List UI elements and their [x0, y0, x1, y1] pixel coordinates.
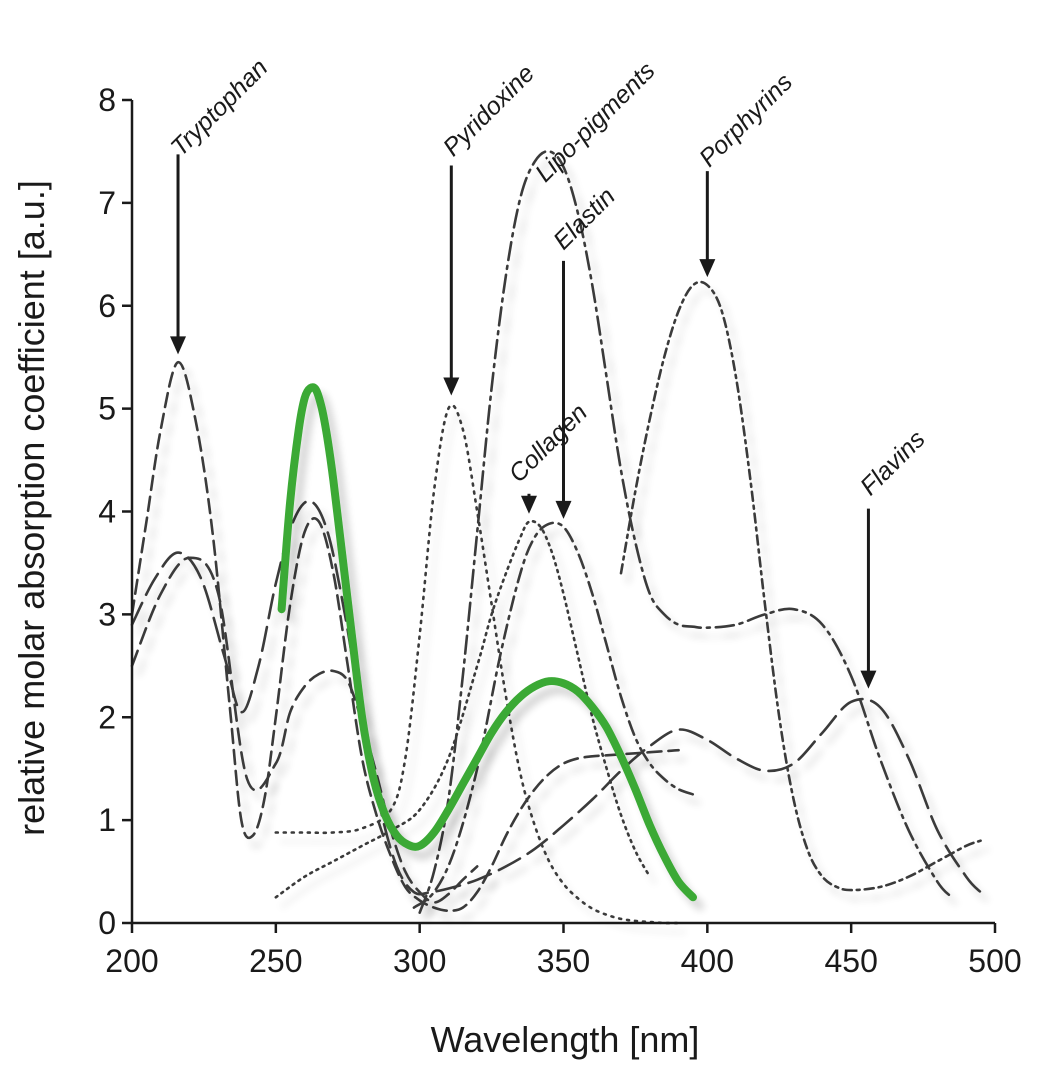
annotation-label-pyridoxine: Pyridoxine — [438, 59, 540, 161]
x-tick-label: 500 — [968, 943, 1021, 979]
y-tick-label: 4 — [98, 494, 116, 530]
series-line-dotted2 — [274, 519, 652, 899]
series-line-dashdot — [418, 149, 954, 914]
series-line-dash2 — [130, 556, 479, 904]
y-tick-label: 1 — [98, 802, 116, 838]
series-line-dashdot2 — [412, 521, 695, 909]
x-tick-label: 250 — [249, 943, 302, 979]
annotation-arrowhead-pyridoxine — [443, 377, 460, 396]
x-tick-label: 200 — [105, 943, 158, 979]
y-axis-title: relative molar absorption coefficient [a… — [11, 180, 52, 836]
annotation-arrowhead-elastin — [555, 500, 572, 519]
x-tick-label: 350 — [537, 943, 590, 979]
series-line-shortdashdot — [619, 280, 982, 892]
annotation-arrowhead-collagen — [520, 495, 537, 514]
annotation-arrowhead-porphyrins — [699, 259, 716, 278]
y-tick-label: 5 — [98, 391, 116, 427]
y-tick-label: 0 — [98, 905, 116, 941]
y-tick-label: 7 — [98, 185, 116, 221]
annotation-label-tryptophan: Tryptophan — [165, 54, 273, 162]
annotation-label-porphyrins: Porphyrins — [694, 68, 798, 172]
x-tick-label: 300 — [393, 943, 446, 979]
annotation-arrowhead-tryptophan — [170, 336, 187, 355]
y-tick-label: 8 — [98, 82, 116, 118]
y-tick-label: 6 — [98, 288, 116, 324]
series-line-longdash — [130, 499, 982, 896]
x-axis-title: Wavelength [nm] — [431, 1019, 700, 1060]
x-tick-label: 450 — [824, 943, 877, 979]
axes: 200 250 300 350 400 450 500 0 1 2 3 4 5 6 7 8 — [98, 82, 1021, 979]
annotation-label-collagen: Collagen — [503, 398, 593, 488]
y-tick-label: 2 — [98, 699, 116, 735]
highlight-series-line — [277, 383, 697, 902]
curves-layer — [130, 149, 982, 925]
y-tick-label: 3 — [98, 596, 116, 632]
annotation-arrowhead-flavins — [860, 670, 877, 689]
series-line-dash — [130, 361, 680, 912]
x-tick-label: 400 — [681, 943, 734, 979]
annotation-label-flavins: Flavins — [855, 425, 931, 501]
annotation-label-lipo: Lipo-pigments — [530, 57, 661, 188]
